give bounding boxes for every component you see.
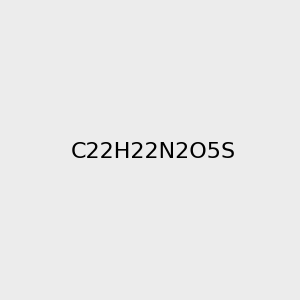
Text: C22H22N2O5S: C22H22N2O5S xyxy=(71,142,236,161)
